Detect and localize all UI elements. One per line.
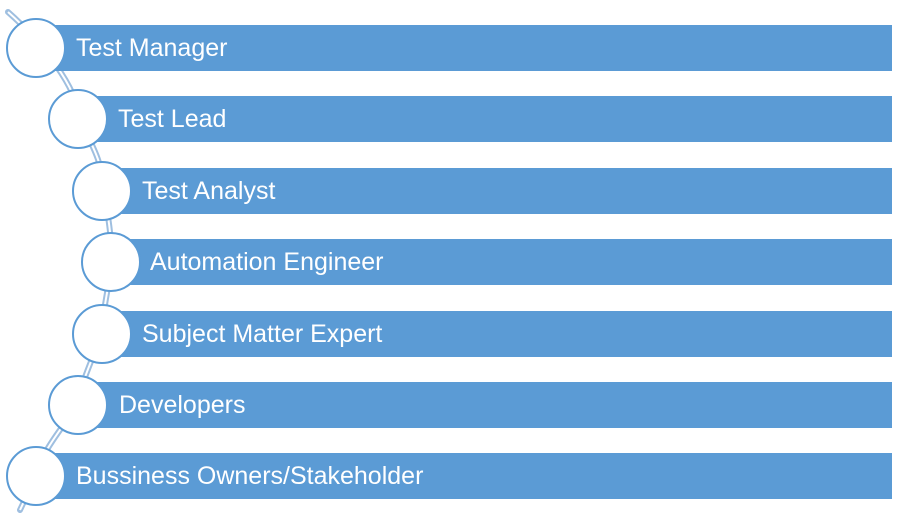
role-bar-test-analyst: Test Analyst <box>104 168 892 214</box>
role-node-circle <box>72 304 132 364</box>
role-bar-developers: Developers <box>78 382 892 428</box>
role-node-circle <box>72 161 132 221</box>
role-node-circle <box>6 446 66 506</box>
role-label: Developers <box>119 391 246 419</box>
role-label: Test Lead <box>118 105 227 133</box>
role-label: Test Manager <box>76 34 228 62</box>
role-bar-test-lead: Test Lead <box>78 96 892 142</box>
role-node-circle <box>48 375 108 435</box>
role-label: Automation Engineer <box>150 248 384 276</box>
role-label: Bussiness Owners/Stakeholder <box>76 462 424 490</box>
role-bar-subject-matter-expert: Subject Matter Expert <box>102 311 892 357</box>
role-bar-business-owners: Bussiness Owners/Stakeholder <box>36 453 892 499</box>
role-bar-automation-engineer: Automation Engineer <box>112 239 892 285</box>
role-label: Subject Matter Expert <box>142 320 383 348</box>
role-node-circle <box>81 232 141 292</box>
role-label: Test Analyst <box>142 177 276 205</box>
role-bar-test-manager: Test Manager <box>36 25 892 71</box>
role-node-circle <box>6 18 66 78</box>
role-node-circle <box>48 89 108 149</box>
